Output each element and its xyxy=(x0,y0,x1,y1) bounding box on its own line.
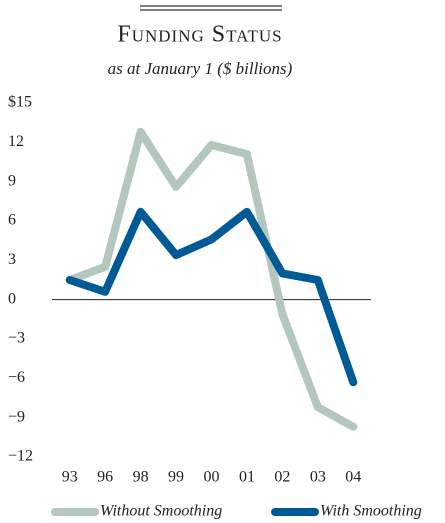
y-tick-label: $15 xyxy=(8,94,32,111)
legend-label: Without Smoothing xyxy=(100,503,222,520)
y-tick-label: 6 xyxy=(8,212,16,229)
y-tick-label: −6 xyxy=(8,369,25,386)
x-tick-label: 02 xyxy=(274,469,290,486)
chart-title: Funding Status xyxy=(117,22,282,48)
y-tick-label: 12 xyxy=(8,133,24,150)
x-tick-label: 96 xyxy=(97,469,113,486)
x-tick-label: 00 xyxy=(204,469,220,486)
legend-label: With Smoothing xyxy=(320,503,422,520)
y-tick-label: −9 xyxy=(8,408,25,425)
x-tick-label: 04 xyxy=(345,469,361,486)
y-tick-label: −3 xyxy=(8,330,25,347)
y-tick-label: −12 xyxy=(8,448,33,465)
series-line xyxy=(65,127,358,431)
x-tick-label: 99 xyxy=(168,469,184,486)
x-tick-label: 93 xyxy=(62,469,78,486)
y-tick-label: 3 xyxy=(8,251,16,268)
y-tick-label: 0 xyxy=(8,290,16,307)
y-tick-label: 9 xyxy=(8,172,16,189)
chart-subtitle: as at January 1 ($ billions) xyxy=(108,59,293,78)
x-tick-label: 98 xyxy=(133,469,149,486)
x-tick-label: 03 xyxy=(310,469,326,486)
x-tick-label: 01 xyxy=(239,469,255,486)
series-line xyxy=(65,207,358,387)
